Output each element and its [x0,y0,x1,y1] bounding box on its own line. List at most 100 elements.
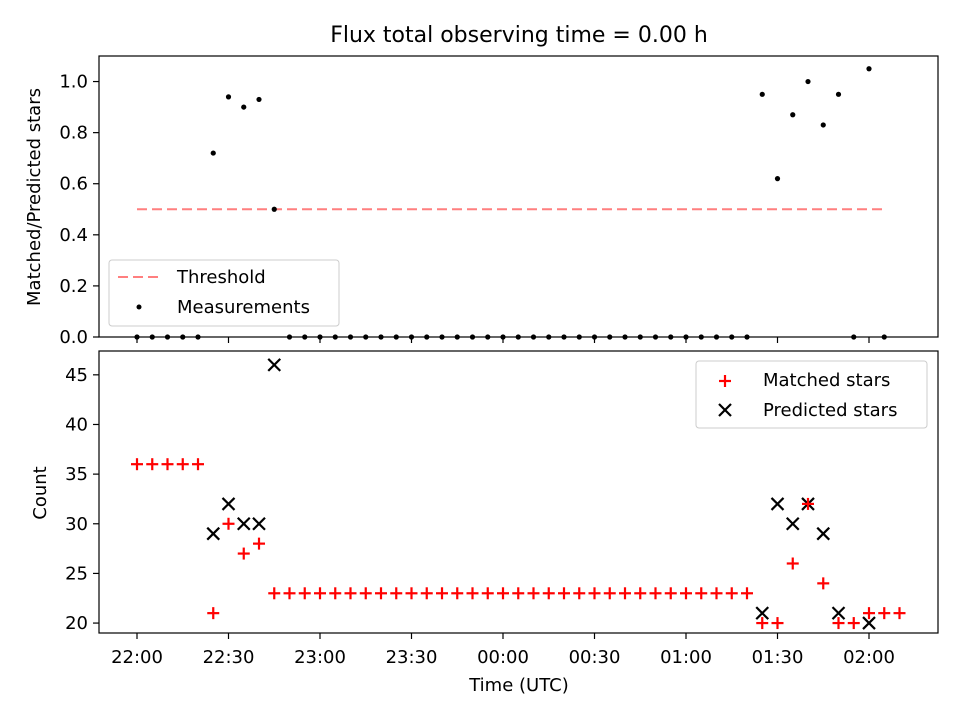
matched-star-point [588,587,601,600]
measurement-point [820,122,826,128]
predicted-star-point [236,516,251,531]
x-axis-label: Time (UTC) [468,675,569,696]
top-y-tick-label: 0.8 [59,123,88,144]
matched-star-point [634,587,647,600]
matched-star-point [192,458,204,471]
matched-star-point [802,497,814,510]
x-tick-label: 23:30 [386,647,438,668]
predicted-star-point [831,606,846,620]
matched-star-point [786,557,799,570]
measurement-point [271,206,277,212]
matched-star-point [542,587,555,600]
top-y-tick-label: 0.6 [59,174,88,195]
x-tick-label: 22:30 [203,647,255,668]
matched-star-point [817,577,830,590]
legend-matched-swatch [719,375,731,387]
x-tick-label: 23:00 [294,647,346,668]
matched-star-point [497,587,509,600]
x-tick-label: 22:00 [111,647,163,668]
matched-star-point [756,617,769,630]
matched-star-point [573,587,586,600]
matched-star-point [527,587,540,600]
x-tick-label: 01:30 [752,647,804,668]
top-gridless-area [134,66,887,340]
matched-star-point [222,517,235,530]
measurement-point [866,66,872,72]
matched-star-point [863,607,875,620]
predicted-star-point [785,516,800,531]
matched-star-point [558,587,570,600]
measurement-point [759,91,765,97]
legend-measurements-swatch [136,304,142,310]
measurement-point [790,112,796,118]
matched-star-point [253,537,265,550]
matched-star-point [131,458,143,471]
bottom-y-axis-label: Count [30,466,51,519]
matched-star-point [420,587,433,600]
matched-star-point [390,587,403,600]
predicted-star-point [221,497,236,511]
matched-star-point [619,587,631,600]
legend-threshold-label: Threshold [176,267,266,288]
matched-star-point [466,587,479,600]
predicted-star-point [252,516,266,531]
legend-measurements-label: Measurements [177,297,310,318]
bottom-plot-frame [98,350,939,634]
matched-star-point [481,587,494,600]
matched-star-point [237,547,250,560]
chart-title: Flux total observing time = 0.00 h [330,23,708,48]
measurement-point [256,96,262,103]
top-y-tick-label: 1.0 [59,72,88,93]
legend-predicted-label: Predicted stars [763,400,897,421]
matched-star-point [741,587,753,600]
measurement-point [241,104,247,110]
top-y-tick-label: 0.0 [59,327,88,348]
top-panel: 0.0 0.2 0.4 0.6 0.8 1.0 Matched/Predicted sta… [24,55,939,348]
predicted-stars-points [206,358,876,630]
measurement-point [805,78,811,85]
matched-star-point [451,587,464,600]
top-y-tick-label: 0.2 [59,276,88,297]
legend-predicted-swatch [718,403,732,417]
measurement-point [835,91,842,97]
matched-star-point [268,587,281,600]
matched-star-point [436,587,448,600]
matched-star-point [847,617,860,630]
matched-star-point [161,458,174,471]
bottom-legend-box [695,360,928,429]
predicted-star-point [267,358,282,372]
bottom-x-axis: 22:00 22:30 23:00 23:30 00:00 00:30 01:00 01:30… [111,633,895,668]
bottom-y-tick-label: 20 [65,613,88,634]
bottom-y-axis: 20 25 30 35 40 45 [65,365,99,634]
matched-star-point [771,617,784,630]
matched-star-point [329,587,342,600]
matched-star-point [680,587,692,600]
matched-star-point [725,587,738,600]
matched-star-point [695,587,708,600]
top-legend: Threshold Measurements [108,259,340,327]
measurement-point [225,94,232,100]
top-x-ticks [136,337,870,343]
x-tick-label: 00:30 [569,647,621,668]
matched-star-point [283,587,296,600]
x-tick-label: 01:00 [660,647,712,668]
matched-star-point [649,587,662,600]
matched-star-point [512,587,525,600]
matched-star-point [314,587,326,600]
predicted-star-point [816,526,831,541]
measurement-points [134,66,887,340]
x-tick-label: 02:00 [843,647,895,668]
predicted-star-point [862,616,876,630]
matched-star-point [146,458,159,471]
matched-star-point [893,607,906,620]
matched-star-point [207,607,220,620]
matched-star-point [405,587,418,600]
legend-matched-label: Matched stars [763,370,890,391]
matched-star-point [878,607,891,620]
matched-star-point [664,587,677,600]
matched-star-point [298,587,311,600]
predicted-star-point [770,497,785,511]
top-legend-box [108,259,340,327]
bottom-y-tick-label: 35 [65,464,88,485]
matched-star-point [375,587,387,600]
